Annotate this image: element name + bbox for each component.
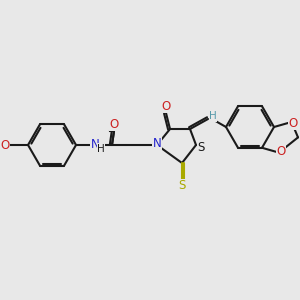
Text: H: H xyxy=(97,144,105,154)
Text: N: N xyxy=(153,136,161,149)
Text: N: N xyxy=(91,137,99,151)
Text: O: O xyxy=(276,145,286,158)
Text: S: S xyxy=(197,140,205,154)
Text: O: O xyxy=(161,100,171,112)
Text: S: S xyxy=(178,179,186,193)
Text: H: H xyxy=(209,111,217,121)
Text: O: O xyxy=(288,116,298,130)
Text: O: O xyxy=(110,118,118,130)
Text: O: O xyxy=(0,139,10,152)
